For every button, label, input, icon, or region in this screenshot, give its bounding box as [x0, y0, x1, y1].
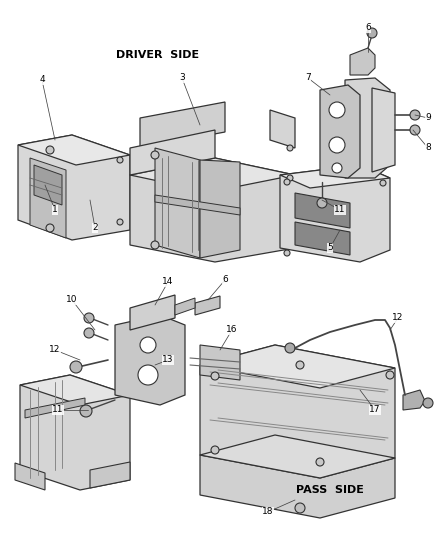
Polygon shape — [200, 345, 240, 380]
Polygon shape — [200, 160, 240, 258]
Circle shape — [329, 102, 345, 118]
Polygon shape — [140, 102, 225, 148]
Text: 11: 11 — [334, 206, 346, 214]
Text: 10: 10 — [66, 295, 78, 304]
Polygon shape — [115, 315, 185, 405]
Polygon shape — [20, 375, 130, 405]
Polygon shape — [270, 110, 295, 148]
Polygon shape — [155, 148, 200, 258]
Text: 6: 6 — [365, 23, 371, 33]
Polygon shape — [320, 85, 360, 178]
Polygon shape — [15, 463, 45, 490]
Text: 7: 7 — [305, 74, 311, 83]
Text: DRIVER  SIDE: DRIVER SIDE — [117, 50, 200, 60]
Polygon shape — [90, 462, 130, 488]
Circle shape — [46, 224, 54, 232]
Circle shape — [117, 157, 123, 163]
Circle shape — [211, 372, 219, 380]
Polygon shape — [200, 345, 395, 388]
Polygon shape — [195, 296, 220, 315]
Text: 14: 14 — [162, 278, 174, 287]
Polygon shape — [30, 158, 66, 238]
Circle shape — [138, 365, 158, 385]
Polygon shape — [130, 130, 215, 175]
Polygon shape — [403, 390, 425, 410]
Circle shape — [287, 145, 293, 151]
Text: PASS  SIDE: PASS SIDE — [296, 485, 364, 495]
Circle shape — [410, 125, 420, 135]
Polygon shape — [350, 48, 375, 75]
Text: 3: 3 — [179, 74, 185, 83]
Polygon shape — [200, 345, 395, 478]
Circle shape — [316, 458, 324, 466]
Circle shape — [117, 219, 123, 225]
Circle shape — [329, 137, 345, 153]
Circle shape — [332, 163, 342, 173]
Circle shape — [284, 179, 290, 185]
Text: 9: 9 — [425, 114, 431, 123]
Circle shape — [317, 198, 327, 208]
Polygon shape — [345, 78, 390, 178]
Text: 12: 12 — [392, 313, 404, 322]
Circle shape — [80, 405, 92, 417]
Circle shape — [151, 241, 159, 249]
Text: 1: 1 — [52, 206, 58, 214]
Text: 5: 5 — [327, 244, 333, 253]
Polygon shape — [130, 295, 175, 330]
Text: 11: 11 — [52, 406, 64, 415]
Polygon shape — [200, 455, 395, 518]
Text: 16: 16 — [226, 326, 238, 335]
Circle shape — [70, 361, 82, 373]
Circle shape — [287, 175, 293, 181]
Circle shape — [285, 343, 295, 353]
Circle shape — [367, 28, 377, 38]
Polygon shape — [155, 195, 240, 215]
Text: 2: 2 — [92, 223, 98, 232]
Text: 18: 18 — [262, 507, 274, 516]
Text: 6: 6 — [222, 276, 228, 285]
Polygon shape — [18, 135, 130, 165]
Polygon shape — [25, 398, 85, 418]
Circle shape — [84, 328, 94, 338]
Polygon shape — [280, 165, 390, 188]
Text: 13: 13 — [162, 356, 174, 365]
Polygon shape — [280, 165, 390, 262]
Polygon shape — [295, 193, 350, 228]
Text: 17: 17 — [369, 406, 381, 415]
Polygon shape — [20, 375, 130, 490]
Polygon shape — [175, 298, 195, 315]
Circle shape — [386, 371, 394, 379]
Text: 4: 4 — [39, 76, 45, 85]
Circle shape — [151, 151, 159, 159]
Polygon shape — [34, 165, 62, 205]
Polygon shape — [130, 158, 295, 192]
Text: 8: 8 — [425, 143, 431, 152]
Circle shape — [84, 313, 94, 323]
Polygon shape — [372, 88, 395, 172]
Polygon shape — [18, 135, 130, 240]
Circle shape — [140, 337, 156, 353]
Circle shape — [46, 146, 54, 154]
Polygon shape — [295, 222, 350, 255]
Circle shape — [284, 250, 290, 256]
Circle shape — [410, 110, 420, 120]
Circle shape — [296, 361, 304, 369]
Circle shape — [211, 446, 219, 454]
Text: 12: 12 — [49, 345, 61, 354]
Circle shape — [423, 398, 433, 408]
Circle shape — [380, 180, 386, 186]
Polygon shape — [130, 158, 295, 262]
Polygon shape — [200, 435, 395, 478]
Circle shape — [295, 503, 305, 513]
